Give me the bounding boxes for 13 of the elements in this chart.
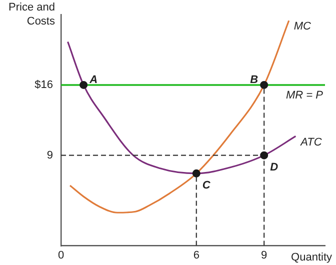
annotation: B — [250, 74, 258, 86]
annotation: D — [270, 161, 278, 174]
x-tick-label: 0 — [58, 249, 64, 262]
y-axis-title: Price and Costs — [8, 2, 56, 28]
annotation: C — [202, 179, 212, 192]
x-tick-label: 9 — [261, 249, 268, 262]
series-label: MC — [294, 20, 312, 33]
x-tick-label: 6 — [193, 249, 200, 262]
series-label: ATC — [300, 136, 322, 148]
y-tick-label: $16 — [34, 78, 53, 91]
x-axis-title: Quantity — [291, 251, 332, 264]
annotation: A — [88, 74, 98, 86]
ref-line-label: MR = P — [286, 90, 324, 102]
